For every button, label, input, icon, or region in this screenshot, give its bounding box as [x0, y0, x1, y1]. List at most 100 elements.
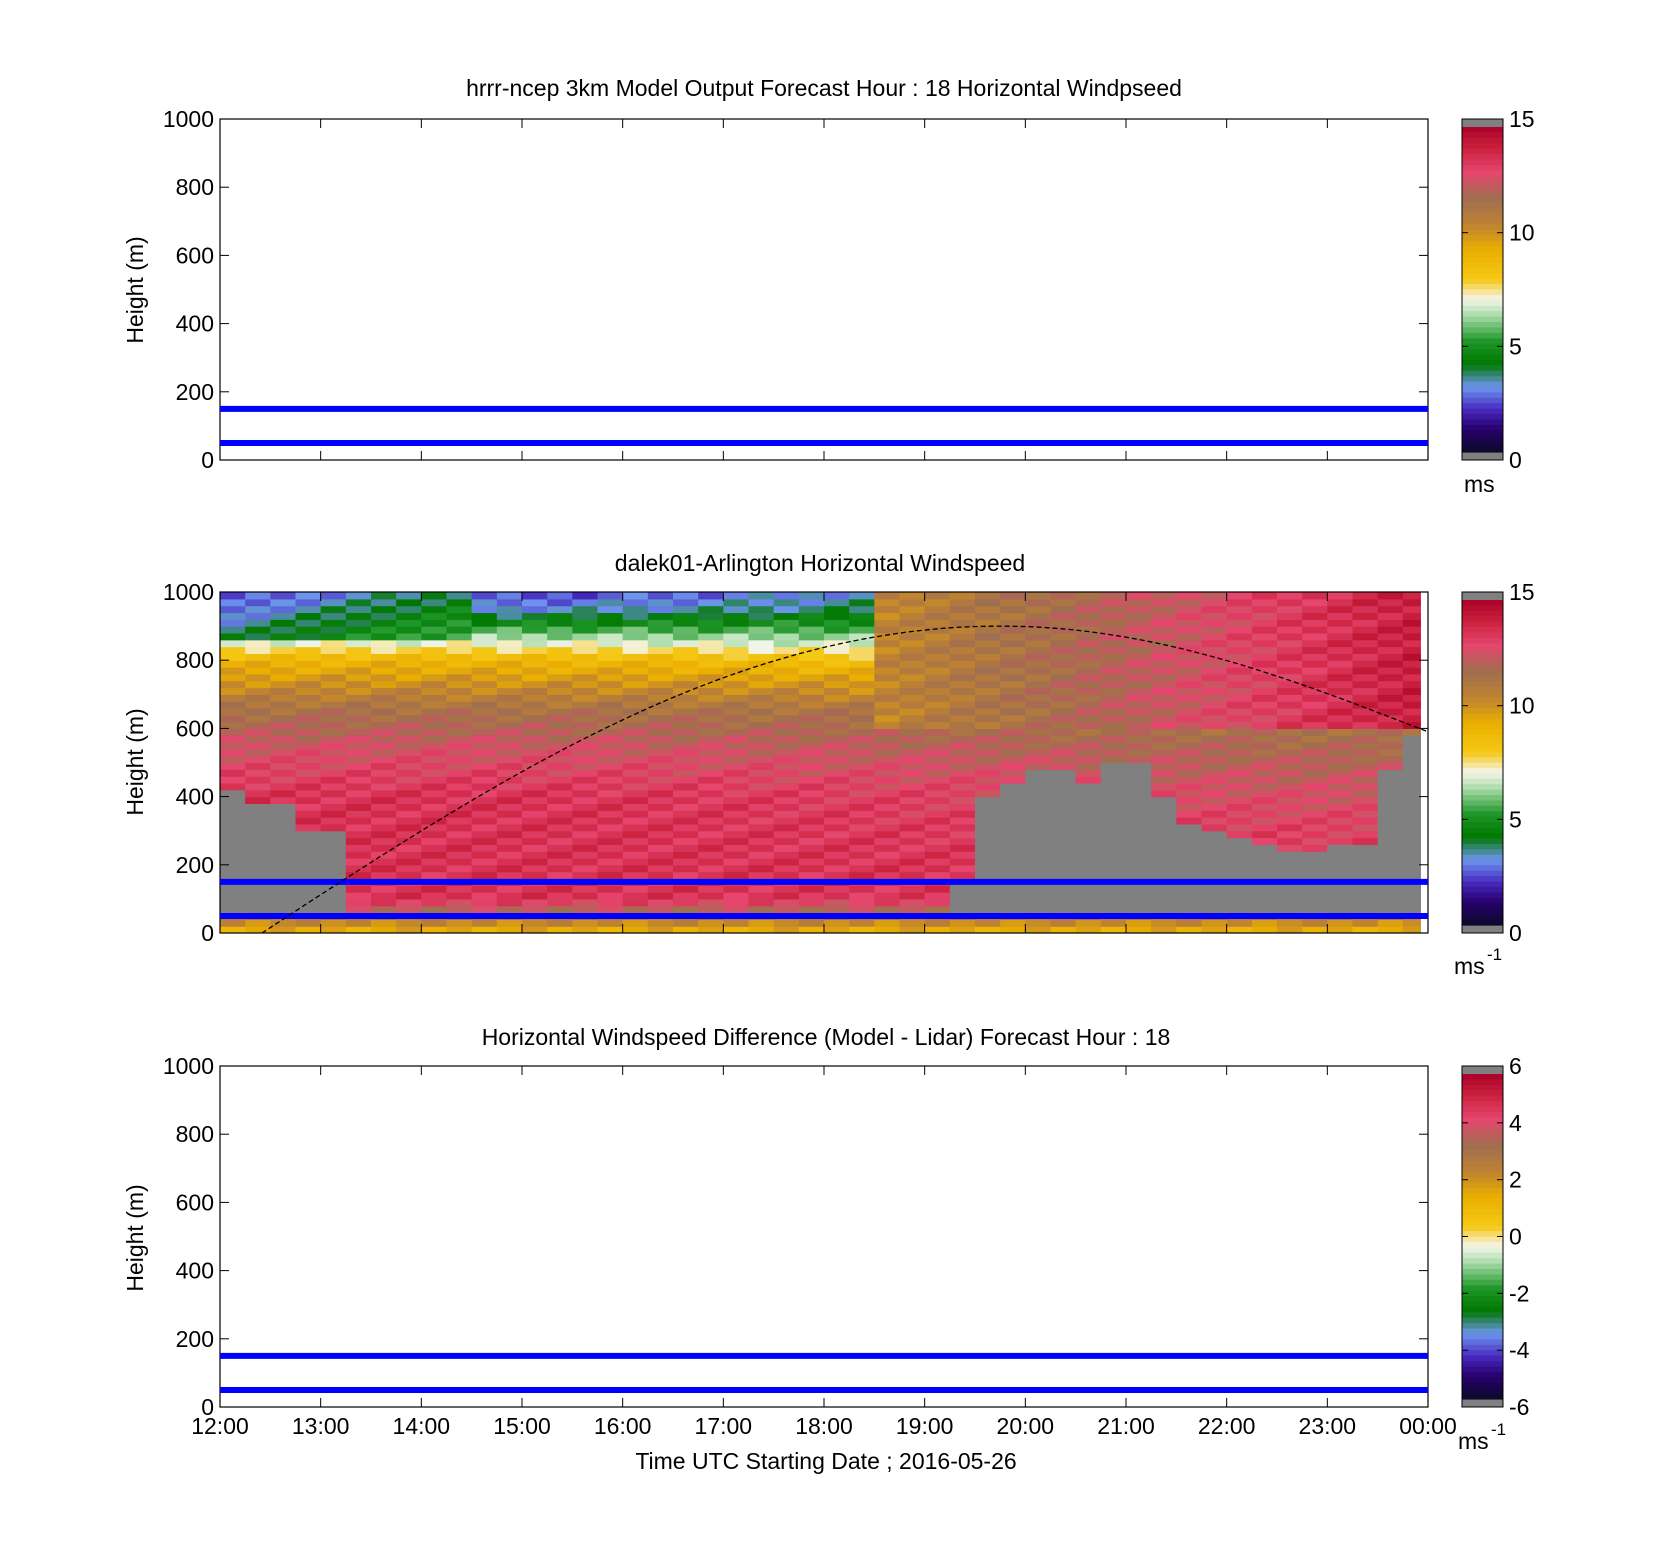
colorbar-underflow: [1462, 925, 1503, 933]
heatmap-cell: [723, 632, 750, 641]
heatmap-cell: [1025, 905, 1052, 914]
heatmap-cell: [572, 762, 599, 770]
heatmap-cell: [673, 598, 699, 607]
heatmap-cell: [1302, 857, 1328, 866]
heatmap-cell: [824, 728, 850, 736]
heatmap-cell: [698, 892, 724, 900]
heatmap-cell: [1050, 885, 1077, 893]
heatmap-cell: [975, 680, 1001, 689]
heatmap-cell: [1050, 755, 1077, 764]
heatmap-cell: [547, 707, 573, 716]
heatmap-cell: [798, 639, 825, 648]
heatmap-cell: [647, 694, 674, 702]
heatmap-cell: [798, 755, 825, 764]
heatmap-cell: [798, 619, 825, 627]
heatmap-cell: [1201, 823, 1228, 832]
heatmap-cell: [1050, 823, 1077, 832]
heatmap-cell: [924, 871, 951, 880]
heatmap-cell: [572, 626, 599, 634]
heatmap-cell: [1176, 782, 1203, 791]
heatmap-cell: [1025, 612, 1052, 620]
heatmap-cell: [773, 919, 800, 927]
heatmap-cell: [345, 646, 372, 654]
heatmap-cell: [798, 598, 825, 607]
heatmap-cell: [1126, 857, 1152, 866]
heatmap-cell: [849, 823, 875, 832]
heatmap-cell: [1327, 810, 1354, 818]
heatmap-cell: [1025, 626, 1052, 634]
colorbar-segment: [1462, 257, 1503, 264]
heatmap-cell: [824, 687, 850, 695]
heatmap-cell: [1100, 619, 1127, 627]
heatmap-cell: [320, 639, 347, 648]
heatmap-cell: [1402, 857, 1428, 866]
heatmap-cell: [1000, 687, 1026, 695]
heatmap-cell: [396, 721, 422, 729]
heatmap-cell: [220, 837, 246, 845]
heatmap-cell: [798, 694, 825, 702]
heatmap-cell: [824, 898, 850, 907]
heatmap-cell: [1201, 660, 1228, 668]
heatmap-cell: [1075, 592, 1102, 600]
heatmap-cell: [270, 898, 297, 907]
colorbar-segment: [1462, 186, 1503, 193]
heatmap-cell: [522, 667, 548, 675]
heatmap-cell: [723, 735, 750, 743]
heatmap-cell: [1050, 612, 1077, 620]
heatmap-cell: [1201, 789, 1228, 798]
heatmap-cell: [1100, 721, 1127, 729]
heatmap-cell: [1151, 714, 1177, 723]
heatmap-cell: [597, 885, 624, 893]
colorbar-segment: [1462, 381, 1503, 388]
heatmap-cell: [949, 687, 976, 695]
heatmap-cell: [320, 592, 347, 600]
heatmap-cell: [446, 905, 473, 914]
heatmap-cell: [1100, 762, 1127, 770]
heatmap-cell: [1000, 892, 1026, 900]
heatmap-cell: [1352, 782, 1379, 791]
heatmap-cell: [723, 646, 750, 654]
heatmap-cell: [522, 714, 548, 723]
heatmap-cell: [295, 864, 322, 873]
heatmap-cell: [899, 714, 926, 723]
colorbar-segment: [1462, 1344, 1503, 1351]
heatmap-cell: [874, 871, 901, 880]
heatmap-cell: [1151, 837, 1177, 845]
heatmap-cell: [421, 871, 448, 880]
colorbar-tick-label: 15: [1509, 579, 1535, 605]
heatmap-cell: [1126, 871, 1152, 880]
heatmap-cell: [1025, 776, 1052, 784]
heatmap-cell: [371, 755, 397, 764]
heatmap-cell: [899, 769, 926, 777]
heatmap-cell: [1000, 714, 1026, 723]
heatmap-cell: [245, 748, 271, 757]
heatmap-cell: [597, 605, 624, 614]
heatmap-cell: [522, 803, 548, 811]
heatmap-cell: [1251, 851, 1278, 859]
heatmap-cell: [446, 721, 473, 729]
heatmap-cell: [975, 598, 1001, 607]
heatmap-cell: [1050, 803, 1077, 811]
colorbar-segment: [1462, 327, 1503, 334]
heatmap-cell: [798, 769, 825, 777]
y-tick-label: 600: [176, 715, 214, 741]
heatmap-cell: [748, 660, 775, 668]
heatmap-cell: [1302, 646, 1328, 654]
heatmap-cell: [773, 892, 800, 900]
heatmap-cell: [1050, 762, 1077, 770]
x-tick-label: 19:00: [896, 1413, 954, 1439]
heatmap-cell: [1277, 919, 1303, 927]
heatmap-cell: [1201, 639, 1228, 648]
heatmap-cell: [421, 810, 448, 818]
heatmap-cell: [496, 864, 523, 873]
heatmap-cell: [698, 653, 724, 661]
heatmap-cell: [1352, 646, 1379, 654]
heatmap-cell: [1277, 748, 1303, 757]
heatmap-cell: [773, 755, 800, 764]
heatmap-cell: [1050, 673, 1077, 682]
heatmap-cell: [522, 680, 548, 689]
heatmap-cell: [1302, 680, 1328, 689]
heatmap-cell: [1251, 680, 1278, 689]
heatmap-cell: [396, 653, 422, 661]
heatmap-cell: [824, 803, 850, 811]
